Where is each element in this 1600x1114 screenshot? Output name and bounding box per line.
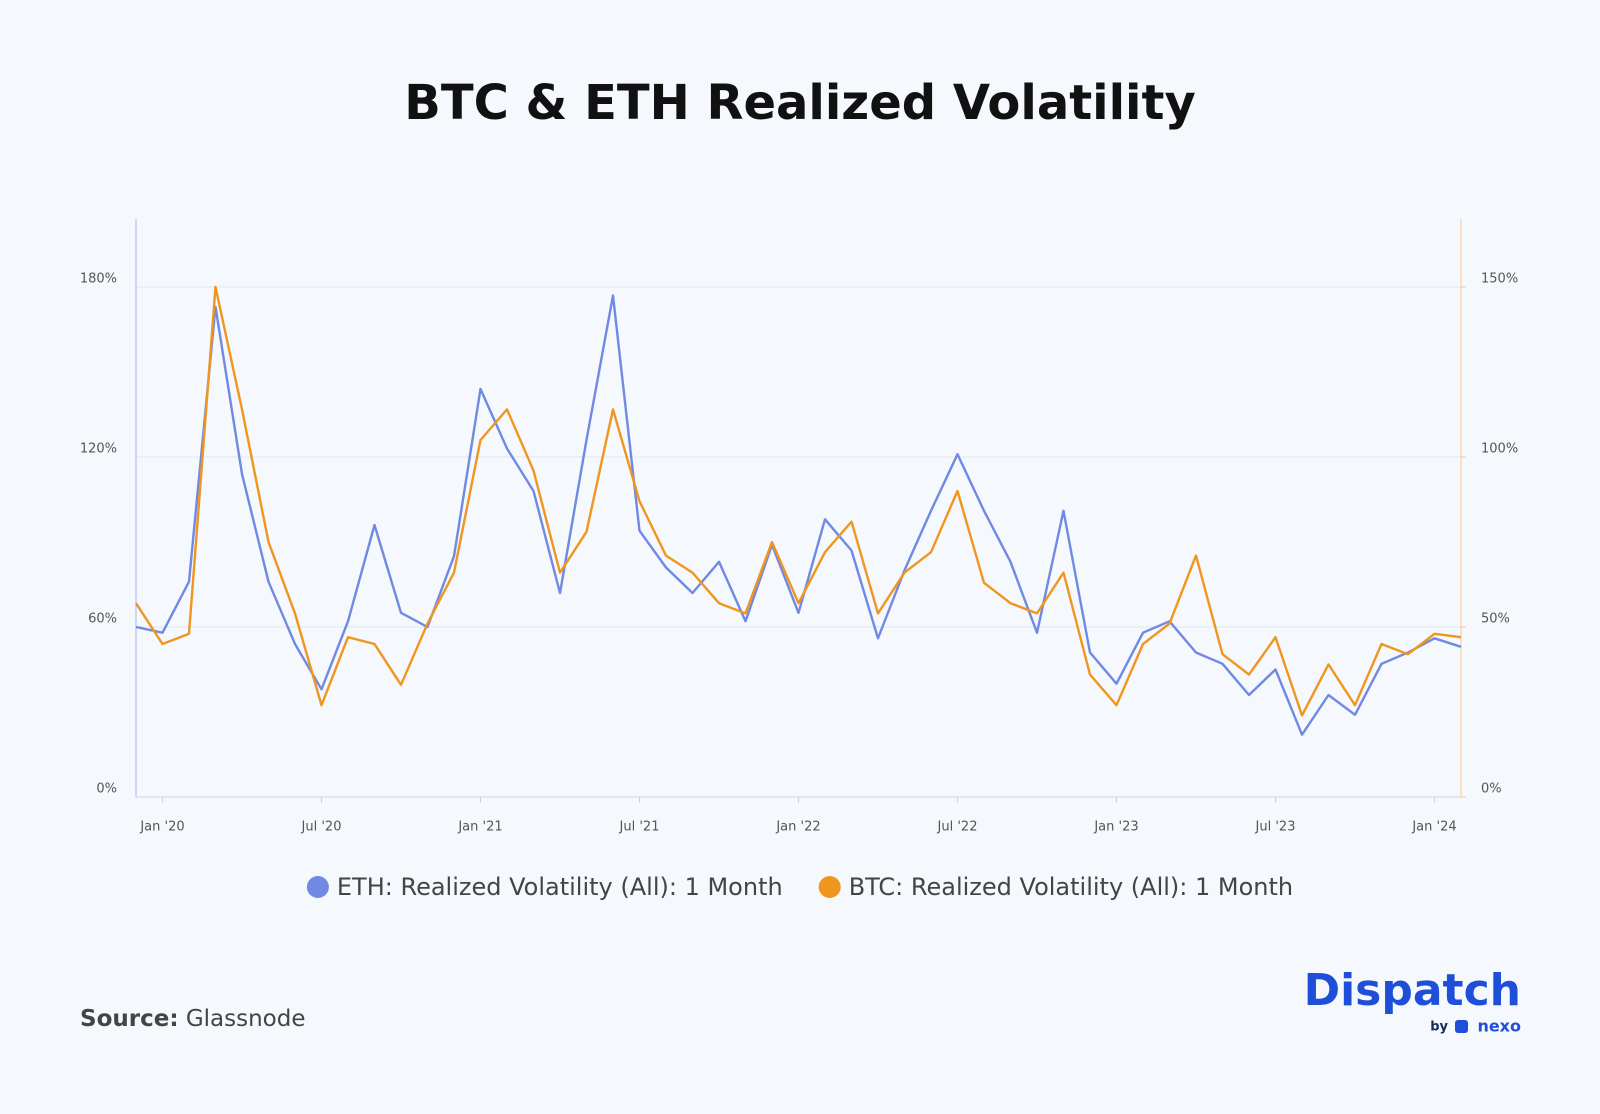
- brand-by: by: [1430, 1020, 1448, 1035]
- x-tick-label: Jan '23: [1093, 820, 1138, 835]
- source-label: Source:: [80, 1006, 179, 1032]
- x-tick-label: Jan '24: [1411, 820, 1456, 835]
- y-tick-label: 0%: [96, 782, 117, 797]
- x-tick-label: Jul '22: [937, 820, 978, 835]
- series-line: [135, 294, 1462, 736]
- x-tick-label: Jan '20: [139, 820, 184, 835]
- y2-tick-label: 150%: [1481, 272, 1518, 287]
- x-tick-label: Jul '20: [301, 820, 342, 835]
- brand-logo: Dispatch: [1304, 965, 1521, 1016]
- y2-tick-label: 100%: [1481, 442, 1518, 457]
- y2-tick-label: 0%: [1481, 782, 1502, 797]
- y2-tick-label: 50%: [1481, 612, 1510, 627]
- source-value: Glassnode: [186, 1006, 306, 1032]
- legend-label: BTC: Realized Volatility (All): 1 Month: [849, 873, 1293, 901]
- x-tick-label: Jul '23: [1255, 820, 1296, 835]
- y-tick-label: 60%: [88, 612, 117, 627]
- legend-marker: [306, 876, 329, 898]
- legend: ETH: Realized Volatility (All): 1 Month B…: [306, 873, 1293, 901]
- y-tick-label: 120%: [80, 442, 117, 457]
- x-tick-label: Jan '21: [457, 820, 502, 835]
- partner-icon: [1455, 1020, 1468, 1033]
- x-tick-label: Jan '22: [775, 820, 820, 835]
- brand-partner: nexo: [1477, 1017, 1521, 1036]
- series-line: [134, 285, 1462, 717]
- source: Source: Glassnode: [80, 1006, 306, 1032]
- x-tick-label: Jul '21: [619, 820, 660, 835]
- chart-title: BTC & ETH Realized Volatility: [404, 75, 1196, 131]
- y-tick-label: 180%: [80, 272, 117, 287]
- legend-marker: [818, 876, 841, 898]
- legend-label: ETH: Realized Volatility (All): 1 Month: [337, 873, 783, 901]
